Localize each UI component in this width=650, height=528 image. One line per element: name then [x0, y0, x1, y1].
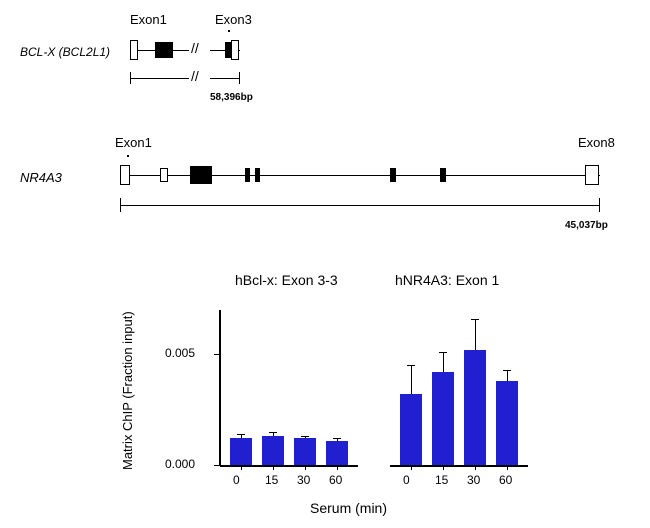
exon1-label-nr4a3: Exon1 [115, 135, 152, 150]
xtick-label: 0 [233, 473, 240, 487]
xtick-label: 15 [265, 473, 278, 487]
length-label-bclx: 58,396bp [210, 92, 253, 103]
panel2-title: hNR4A3: Exon 1 [395, 272, 499, 288]
ytick-label: 0.000 [165, 457, 195, 471]
xtick-label: 30 [467, 473, 480, 487]
exon3-label-bclx: Exon3 [215, 12, 252, 27]
gene-name-bclx: BCL-X (BCL2L1) [20, 45, 110, 59]
xtick-label: 0 [403, 473, 410, 487]
xtick-label: 30 [297, 473, 310, 487]
y-axis-label: Matrix ChIP (Fraction input) [120, 311, 135, 470]
length-label-nr4a3: 45,037bp [565, 220, 608, 231]
xtick-label: 15 [435, 473, 448, 487]
ytick-label: 0.005 [165, 346, 195, 360]
exon1-label-bclx: Exon1 [130, 12, 167, 27]
exon8-label-nr4a3: Exon8 [578, 135, 615, 150]
xtick-label: 60 [499, 473, 512, 487]
gene-name-nr4a3: NR4A3 [20, 170, 62, 185]
panel1-title: hBcl-x: Exon 3-3 [235, 272, 338, 288]
xtick-label: 60 [329, 473, 342, 487]
x-axis-label: Serum (min) [310, 500, 387, 516]
